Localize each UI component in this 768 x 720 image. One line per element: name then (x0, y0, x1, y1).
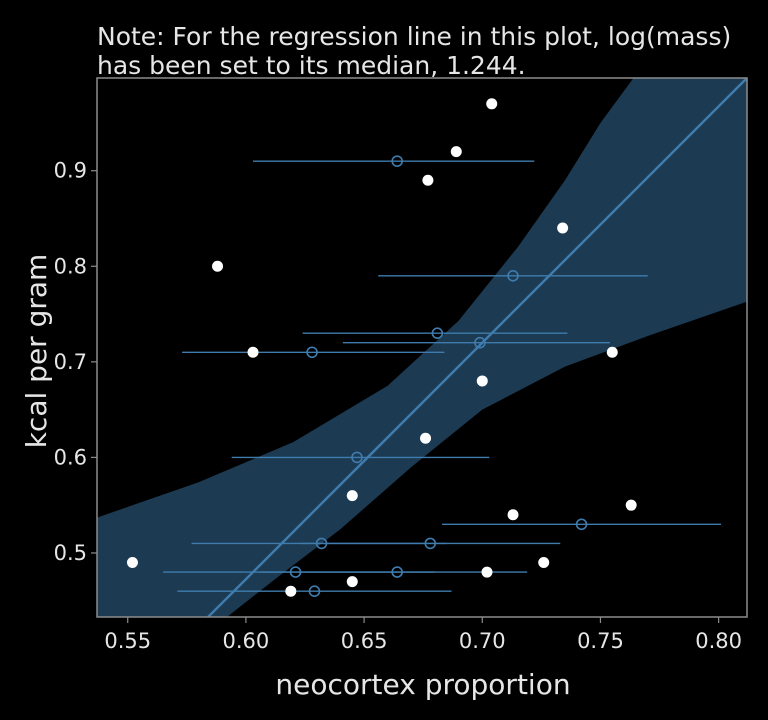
chart-subtitle: has been set to its median, 1.244. (97, 51, 526, 80)
observed-point (212, 260, 224, 272)
y-tick-label: 0.9 (54, 159, 87, 183)
observed-point (247, 346, 259, 358)
observed-point (476, 375, 488, 387)
y-tick-label: 0.6 (54, 445, 87, 469)
imputed-point (351, 451, 363, 464)
x-tick-label: 0.60 (223, 629, 270, 653)
imputed-point (507, 270, 519, 282)
plot-frame (96, 77, 748, 618)
observed-point (486, 98, 498, 110)
y-tick-label: 0.8 (54, 254, 87, 278)
confidence-band (97, 78, 747, 617)
observed-point (481, 566, 493, 578)
observed-point (625, 499, 637, 511)
y-tick-label: 0.5 (54, 541, 87, 565)
y-tick-label: 0.7 (54, 350, 87, 374)
observed-point (507, 509, 519, 521)
chart-title: Note: For the regression line in this pl… (97, 22, 731, 51)
imputed-point (308, 585, 321, 597)
observed-point (557, 222, 569, 234)
plot-content (97, 78, 747, 617)
x-axis-label: neocortex proportion (275, 668, 570, 701)
observed-point (126, 557, 138, 569)
observed-point (285, 585, 297, 597)
y-axis-label: kcal per gram (20, 254, 53, 449)
x-tick-label: 0.75 (577, 629, 624, 653)
observed-point (538, 557, 550, 569)
observed-point (346, 576, 358, 588)
imputed-point (424, 537, 437, 550)
plot-area (97, 78, 747, 617)
observed-point (420, 432, 432, 444)
x-tick-label: 0.70 (459, 629, 506, 653)
observed-point (606, 346, 618, 358)
axes: 0.55 0.60 0.65 0.70 0.75 0.80 0.5 0.6 0.7 0.8 0.9 (54, 77, 748, 653)
x-tick-label: 0.65 (341, 629, 388, 653)
observed-point (450, 146, 462, 158)
observed-point (346, 490, 358, 502)
imputed-point (391, 566, 403, 578)
x-tick-label: 0.55 (104, 629, 151, 653)
imputed-point (431, 327, 444, 339)
imputed-point (474, 336, 486, 349)
observed-point (422, 174, 434, 186)
imputed-point (306, 346, 318, 359)
imputed-point (391, 155, 403, 167)
x-tick-label: 0.80 (695, 629, 742, 653)
imputed-point (575, 518, 588, 531)
